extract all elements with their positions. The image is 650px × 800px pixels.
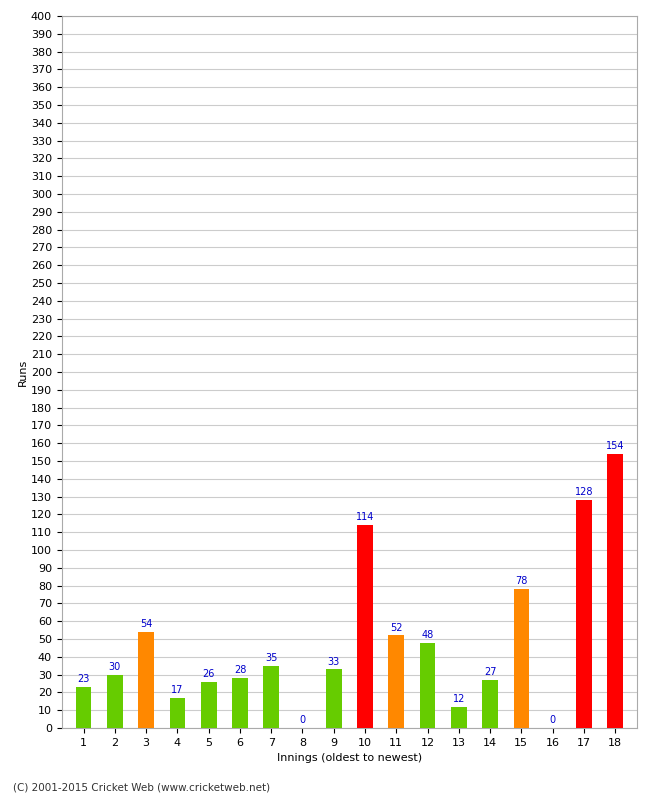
Bar [451,706,467,728]
Text: 33: 33 [328,657,340,666]
Bar [201,682,216,728]
Text: 23: 23 [77,674,90,684]
Text: 154: 154 [606,442,625,451]
X-axis label: Innings (oldest to newest): Innings (oldest to newest) [277,754,422,763]
Bar [138,632,154,728]
Bar [607,454,623,728]
Bar [107,674,123,728]
Text: 78: 78 [515,577,528,586]
Text: 28: 28 [234,666,246,675]
Text: (C) 2001-2015 Cricket Web (www.cricketweb.net): (C) 2001-2015 Cricket Web (www.cricketwe… [13,782,270,792]
Bar [326,670,341,728]
Bar [389,635,404,728]
Bar [420,642,436,728]
Text: 48: 48 [421,630,434,640]
Text: 17: 17 [171,685,183,695]
Text: 52: 52 [390,622,402,633]
Text: 26: 26 [203,669,215,679]
Y-axis label: Runs: Runs [18,358,28,386]
Bar [170,698,185,728]
Text: 128: 128 [575,487,593,498]
Bar [576,500,592,728]
Text: 54: 54 [140,619,152,630]
Text: 30: 30 [109,662,121,672]
Text: 114: 114 [356,513,374,522]
Text: 27: 27 [484,667,497,678]
Text: 0: 0 [549,715,556,726]
Bar [482,680,498,728]
Bar [358,525,373,728]
Bar [232,678,248,728]
Bar [263,666,279,728]
Bar [514,589,529,728]
Text: 12: 12 [452,694,465,704]
Bar [76,687,92,728]
Text: 0: 0 [300,715,306,726]
Text: 35: 35 [265,653,278,663]
